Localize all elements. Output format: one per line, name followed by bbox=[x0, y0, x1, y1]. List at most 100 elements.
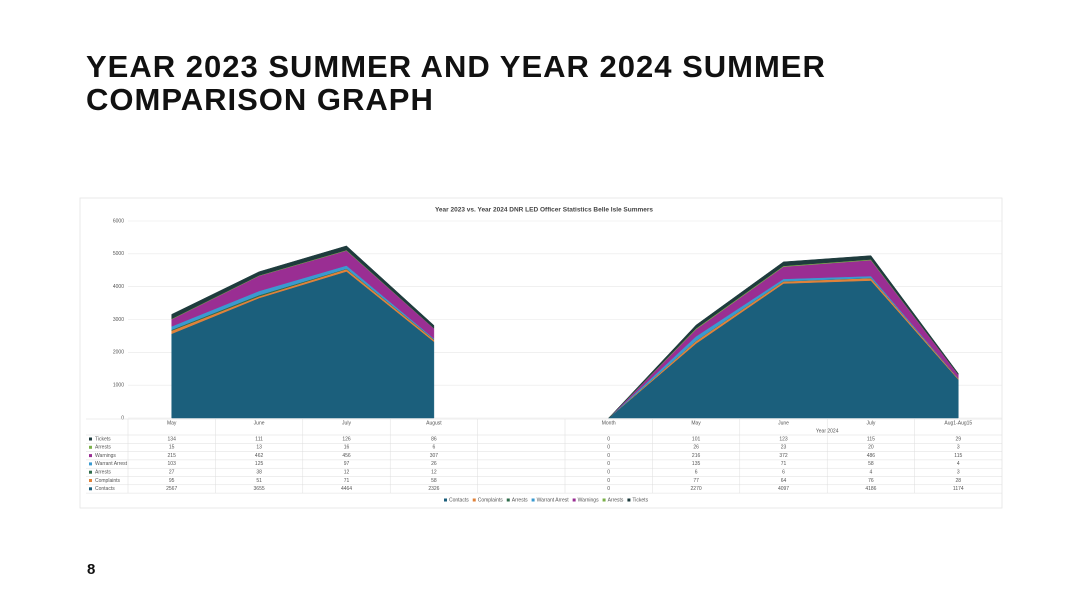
x-tick-label: July bbox=[866, 420, 875, 426]
table-cell: 26 bbox=[693, 445, 699, 451]
table-cell: 0 bbox=[607, 453, 610, 459]
table-cell: 0 bbox=[607, 445, 610, 451]
table-cell: 58 bbox=[868, 461, 874, 467]
y-tick-label: 4000 bbox=[113, 284, 124, 290]
table-cell: 126 bbox=[342, 436, 351, 442]
table-cell: 0 bbox=[607, 436, 610, 442]
table-cell: 0 bbox=[607, 470, 610, 476]
legend-marker bbox=[627, 498, 631, 502]
legend-key bbox=[89, 470, 92, 474]
row-label: Warnings bbox=[95, 453, 116, 459]
x-tick-label: August bbox=[426, 420, 442, 426]
table-cell: 13 bbox=[256, 445, 262, 451]
row-label: Tickets bbox=[95, 436, 111, 442]
legend-label: Arrests bbox=[608, 497, 624, 503]
page-number: 8 bbox=[87, 561, 96, 578]
legend-marker bbox=[506, 498, 510, 502]
table-cell: 115 bbox=[954, 453, 962, 459]
x-tick-label: Aug1-Aug15 bbox=[944, 420, 972, 426]
legend-key bbox=[89, 487, 92, 491]
x-tick-label: May bbox=[167, 420, 177, 426]
legend-label: Warrant Arrest bbox=[537, 497, 570, 503]
table-cell: 20 bbox=[868, 445, 874, 451]
table-cell: 77 bbox=[693, 478, 699, 484]
legend-key bbox=[89, 437, 92, 441]
table-cell: 125 bbox=[255, 461, 264, 467]
table-cell: 134 bbox=[168, 436, 177, 442]
row-label: Arrests bbox=[95, 445, 111, 451]
table-cell: 307 bbox=[430, 453, 439, 459]
table-cell: 58 bbox=[431, 478, 437, 484]
table-cell: 16 bbox=[344, 445, 350, 451]
legend-key bbox=[89, 445, 92, 449]
row-label: Arrests bbox=[95, 470, 111, 476]
table-cell: 38 bbox=[256, 470, 262, 476]
table-cell: 135 bbox=[692, 461, 701, 467]
y-tick-label: 6000 bbox=[113, 218, 124, 224]
table-cell: 64 bbox=[781, 478, 787, 484]
y-tick-label: 0 bbox=[121, 415, 124, 421]
table-cell: 26 bbox=[431, 461, 437, 467]
table-cell: 86 bbox=[431, 436, 437, 442]
legend-label: Arrests bbox=[512, 497, 528, 503]
legend-key bbox=[89, 462, 92, 466]
legend-marker bbox=[572, 498, 576, 502]
legend-marker bbox=[531, 498, 535, 502]
table-cell: 3 bbox=[957, 445, 960, 451]
table-cell: 216 bbox=[692, 453, 701, 459]
table-cell: 71 bbox=[781, 461, 787, 467]
table-cell: 2270 bbox=[691, 486, 702, 492]
table-cell: 6 bbox=[433, 445, 436, 451]
x-tick-label: Month bbox=[602, 420, 616, 426]
table-cell: 2567 bbox=[166, 486, 177, 492]
table-cell: 12 bbox=[431, 470, 437, 476]
table-cell: 97 bbox=[344, 461, 350, 467]
legend-marker bbox=[444, 498, 447, 502]
table-cell: 4 bbox=[957, 461, 960, 467]
table-cell: 76 bbox=[868, 478, 874, 484]
table-cell: 27 bbox=[169, 470, 175, 476]
legend-label: Warnings bbox=[578, 497, 599, 503]
x-tick-label: July bbox=[342, 420, 351, 426]
legend-label: Contacts bbox=[449, 497, 469, 503]
group-label: Year 2024 bbox=[816, 428, 839, 434]
x-tick-label: May bbox=[691, 420, 701, 426]
legend-key bbox=[89, 479, 92, 482]
table-cell: 6 bbox=[782, 470, 785, 476]
table-cell: 115 bbox=[867, 436, 875, 442]
y-tick-label: 1000 bbox=[113, 382, 124, 388]
table-cell: 1174 bbox=[953, 486, 964, 492]
table-cell: 0 bbox=[607, 486, 610, 492]
y-tick-label: 2000 bbox=[113, 350, 124, 356]
table-cell: 111 bbox=[255, 436, 263, 442]
table-cell: 462 bbox=[255, 453, 264, 459]
row-label: Complaints bbox=[95, 478, 121, 484]
table-cell: 3655 bbox=[254, 486, 265, 492]
table-cell: 28 bbox=[956, 478, 962, 484]
area bbox=[171, 245, 959, 419]
table-cell: 215 bbox=[168, 453, 177, 459]
legend-marker bbox=[472, 498, 476, 502]
table-cell: 2326 bbox=[428, 486, 439, 492]
legend-key bbox=[89, 454, 92, 458]
x-tick-label: June bbox=[254, 420, 265, 426]
chart-title: Year 2023 vs. Year 2024 DNR LED Officer … bbox=[435, 207, 653, 214]
table-cell: 51 bbox=[256, 478, 262, 484]
y-tick-label: 5000 bbox=[113, 251, 124, 257]
y-tick-label: 3000 bbox=[113, 317, 124, 323]
table-cell: 15 bbox=[169, 445, 175, 451]
table-cell: 4 bbox=[870, 470, 873, 476]
row-label: Contacts bbox=[95, 486, 115, 492]
table-cell: 4464 bbox=[341, 486, 352, 492]
table-cell: 486 bbox=[867, 453, 876, 459]
legend-marker bbox=[602, 498, 606, 502]
slide-title: YEAR 2023 SUMMER AND YEAR 2024 SUMMER CO… bbox=[86, 49, 826, 117]
legend-label: Tickets bbox=[632, 497, 648, 503]
table-cell: 0 bbox=[607, 461, 610, 467]
table-cell: 4186 bbox=[865, 486, 876, 492]
legend-label: Complaints bbox=[478, 497, 504, 503]
table-cell: 12 bbox=[344, 470, 350, 476]
table-cell: 29 bbox=[956, 436, 962, 442]
